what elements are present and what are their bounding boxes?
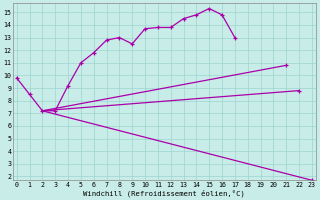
X-axis label: Windchill (Refroidissement éolien,°C): Windchill (Refroidissement éolien,°C) (83, 189, 245, 197)
